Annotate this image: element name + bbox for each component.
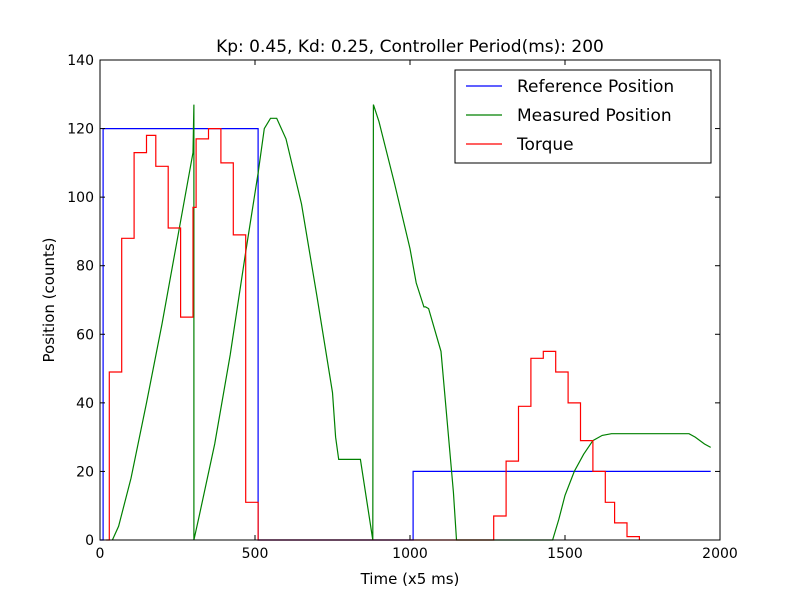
y-tick-label: 60 (76, 327, 94, 343)
legend-label-measured-position: Measured Position (517, 106, 672, 126)
y-tick-label: 80 (76, 259, 94, 275)
x-tick-label: 500 (242, 546, 269, 562)
y-tick-label: 100 (67, 190, 94, 206)
legend-label-torque: Torque (516, 135, 574, 155)
y-tick-label: 20 (76, 464, 94, 480)
x-tick-label: 1500 (547, 546, 583, 562)
y-axis-label: Position (counts) (40, 237, 58, 362)
axis-ticks: 0 500 1000 1500 2000 0 20 40 60 80 100 120 140 (67, 53, 738, 562)
y-tick-label: 140 (67, 53, 94, 69)
series-line-torque (106, 128, 640, 541)
chart-title: Kp: 0.45, Kd: 0.25, Controller Period(ms… (216, 37, 604, 57)
y-tick-label: 40 (76, 396, 94, 412)
legend-label-reference-position: Reference Position (517, 77, 674, 97)
plot-frame (99, 59, 721, 541)
y-tick-label: 0 (85, 533, 94, 549)
x-tick-label: 1000 (392, 546, 428, 562)
y-tick-label: 120 (67, 122, 94, 138)
x-axis-label: Time (x5 ms) (360, 570, 460, 588)
legend: Reference Position Measured Position Torqu… (454, 69, 712, 164)
x-tick-label: 2000 (702, 546, 738, 562)
x-tick-label: 0 (96, 546, 105, 562)
